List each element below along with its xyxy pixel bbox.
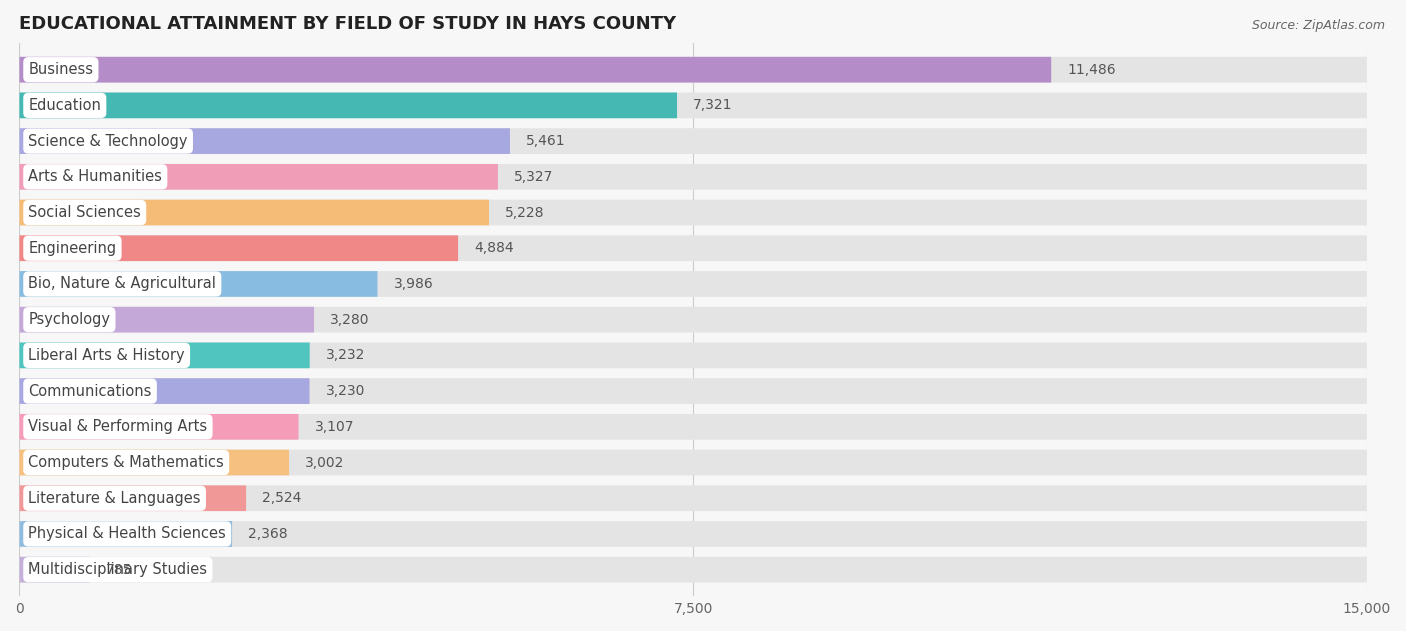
- FancyBboxPatch shape: [20, 128, 510, 154]
- FancyBboxPatch shape: [20, 343, 1367, 369]
- FancyBboxPatch shape: [20, 485, 246, 511]
- Text: 3,986: 3,986: [394, 277, 433, 291]
- Text: Bio, Nature & Agricultural: Bio, Nature & Agricultural: [28, 276, 217, 292]
- Text: Source: ZipAtlas.com: Source: ZipAtlas.com: [1251, 19, 1385, 32]
- Text: 2,524: 2,524: [263, 491, 302, 505]
- FancyBboxPatch shape: [20, 235, 1367, 261]
- Text: Psychology: Psychology: [28, 312, 110, 327]
- FancyBboxPatch shape: [20, 199, 489, 225]
- FancyBboxPatch shape: [20, 93, 678, 118]
- Text: 3,232: 3,232: [326, 348, 366, 362]
- FancyBboxPatch shape: [20, 450, 290, 475]
- FancyBboxPatch shape: [20, 521, 232, 547]
- Text: Multidisciplinary Studies: Multidisciplinary Studies: [28, 562, 207, 577]
- FancyBboxPatch shape: [20, 93, 1367, 118]
- FancyBboxPatch shape: [20, 164, 498, 190]
- Text: EDUCATIONAL ATTAINMENT BY FIELD OF STUDY IN HAYS COUNTY: EDUCATIONAL ATTAINMENT BY FIELD OF STUDY…: [20, 15, 676, 33]
- Text: 5,228: 5,228: [505, 206, 544, 220]
- FancyBboxPatch shape: [20, 557, 90, 582]
- Text: 5,461: 5,461: [526, 134, 565, 148]
- FancyBboxPatch shape: [20, 343, 309, 369]
- Text: Literature & Languages: Literature & Languages: [28, 491, 201, 505]
- Text: 3,002: 3,002: [305, 456, 344, 469]
- Text: Computers & Mathematics: Computers & Mathematics: [28, 455, 224, 470]
- Text: 785: 785: [105, 563, 132, 577]
- Text: Liberal Arts & History: Liberal Arts & History: [28, 348, 186, 363]
- Text: Science & Technology: Science & Technology: [28, 134, 188, 148]
- Text: 3,107: 3,107: [315, 420, 354, 433]
- FancyBboxPatch shape: [20, 57, 1052, 83]
- Text: 5,327: 5,327: [515, 170, 554, 184]
- FancyBboxPatch shape: [20, 414, 298, 440]
- Text: Education: Education: [28, 98, 101, 113]
- Text: 4,884: 4,884: [474, 241, 515, 256]
- FancyBboxPatch shape: [20, 307, 314, 333]
- FancyBboxPatch shape: [20, 307, 1367, 333]
- FancyBboxPatch shape: [20, 57, 1367, 83]
- FancyBboxPatch shape: [20, 450, 1367, 475]
- Text: Business: Business: [28, 62, 93, 77]
- Text: 2,368: 2,368: [249, 527, 288, 541]
- FancyBboxPatch shape: [20, 521, 1367, 547]
- FancyBboxPatch shape: [20, 271, 1367, 297]
- FancyBboxPatch shape: [20, 485, 1367, 511]
- Text: 3,230: 3,230: [326, 384, 366, 398]
- FancyBboxPatch shape: [20, 378, 1367, 404]
- Text: Communications: Communications: [28, 384, 152, 399]
- FancyBboxPatch shape: [20, 128, 1367, 154]
- Text: 7,321: 7,321: [693, 98, 733, 112]
- FancyBboxPatch shape: [20, 414, 1367, 440]
- Text: Arts & Humanities: Arts & Humanities: [28, 169, 162, 184]
- FancyBboxPatch shape: [20, 164, 1367, 190]
- FancyBboxPatch shape: [20, 199, 1367, 225]
- Text: 11,486: 11,486: [1067, 62, 1116, 77]
- FancyBboxPatch shape: [20, 235, 458, 261]
- Text: Physical & Health Sciences: Physical & Health Sciences: [28, 526, 226, 541]
- Text: Visual & Performing Arts: Visual & Performing Arts: [28, 420, 208, 434]
- Text: Social Sciences: Social Sciences: [28, 205, 141, 220]
- FancyBboxPatch shape: [20, 378, 309, 404]
- FancyBboxPatch shape: [20, 271, 377, 297]
- Text: Engineering: Engineering: [28, 241, 117, 256]
- FancyBboxPatch shape: [20, 557, 1367, 582]
- Text: 3,280: 3,280: [330, 313, 370, 327]
